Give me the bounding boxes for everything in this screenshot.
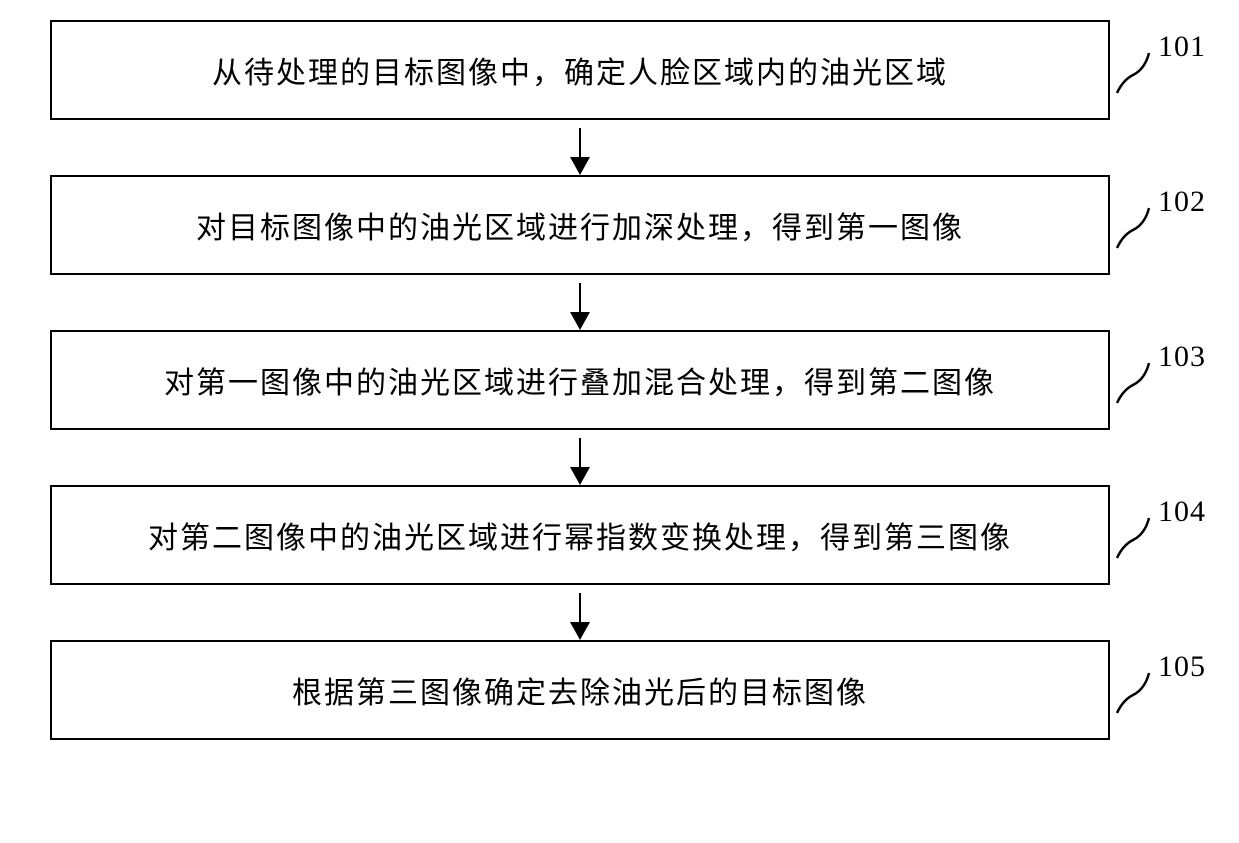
step-text-2: 对目标图像中的油光区域进行加深处理，得到第一图像 bbox=[196, 203, 964, 247]
step-label-3: 103 bbox=[1158, 340, 1206, 374]
step-text-1: 从待处理的目标图像中，确定人脸区域内的油光区域 bbox=[212, 48, 948, 92]
step-box-4: 对第二图像中的油光区域进行幂指数变换处理，得到第三图像 bbox=[50, 485, 1110, 585]
step-label-1: 101 bbox=[1158, 30, 1206, 64]
step-text-5: 根据第三图像确定去除油光后的目标图像 bbox=[292, 668, 868, 712]
step-label-2: 102 bbox=[1158, 185, 1206, 219]
bracket-icon bbox=[1115, 200, 1155, 250]
bracket-icon bbox=[1115, 45, 1155, 95]
arrow-3 bbox=[50, 430, 1110, 485]
step-box-2: 对目标图像中的油光区域进行加深处理，得到第一图像 bbox=[50, 175, 1110, 275]
arrow-head-icon bbox=[570, 157, 590, 175]
bracket-icon bbox=[1115, 510, 1155, 560]
step-box-5: 根据第三图像确定去除油光后的目标图像 bbox=[50, 640, 1110, 740]
bracket-icon bbox=[1115, 355, 1155, 405]
step-text-3: 对第一图像中的油光区域进行叠加混合处理，得到第二图像 bbox=[164, 358, 996, 402]
step-box-1: 从待处理的目标图像中，确定人脸区域内的油光区域 bbox=[50, 20, 1110, 120]
step-box-3: 对第一图像中的油光区域进行叠加混合处理，得到第二图像 bbox=[50, 330, 1110, 430]
step-label-4: 104 bbox=[1158, 495, 1206, 529]
arrow-2 bbox=[50, 275, 1110, 330]
step-row-3: 对第一图像中的油光区域进行叠加混合处理，得到第二图像 bbox=[50, 330, 1189, 430]
step-text-4: 对第二图像中的油光区域进行幂指数变换处理，得到第三图像 bbox=[148, 513, 1012, 557]
arrow-head-icon bbox=[570, 467, 590, 485]
bracket-icon bbox=[1115, 665, 1155, 715]
step-label-5: 105 bbox=[1158, 650, 1206, 684]
step-row-2: 对目标图像中的油光区域进行加深处理，得到第一图像 bbox=[50, 175, 1189, 275]
arrow-1 bbox=[50, 120, 1110, 175]
step-row-1: 从待处理的目标图像中，确定人脸区域内的油光区域 bbox=[50, 20, 1189, 120]
flowchart-container: 从待处理的目标图像中，确定人脸区域内的油光区域 101 对目标图像中的油光区域进… bbox=[50, 20, 1189, 740]
step-row-4: 对第二图像中的油光区域进行幂指数变换处理，得到第三图像 bbox=[50, 485, 1189, 585]
arrow-4 bbox=[50, 585, 1110, 640]
arrow-head-icon bbox=[570, 622, 590, 640]
arrow-head-icon bbox=[570, 312, 590, 330]
step-row-5: 根据第三图像确定去除油光后的目标图像 bbox=[50, 640, 1189, 740]
